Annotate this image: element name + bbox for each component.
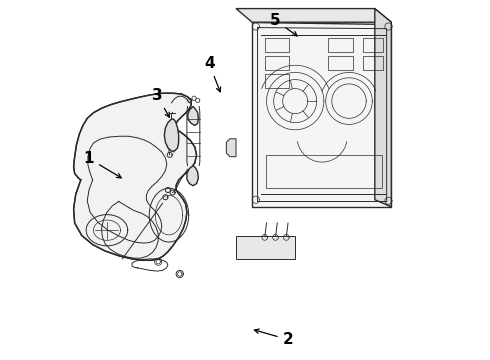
Polygon shape (74, 93, 196, 260)
Bar (265, 56, 289, 70)
Bar (265, 74, 289, 88)
Bar (265, 39, 289, 52)
Polygon shape (375, 9, 392, 207)
Polygon shape (236, 9, 392, 22)
Text: 4: 4 (204, 56, 221, 92)
Bar (363, 56, 383, 70)
Text: 3: 3 (152, 88, 170, 117)
Text: 1: 1 (84, 151, 122, 178)
Text: 2: 2 (254, 329, 294, 347)
Bar (266, 155, 382, 188)
Polygon shape (236, 235, 295, 259)
Polygon shape (188, 107, 198, 126)
Bar (328, 56, 353, 70)
Bar (328, 39, 353, 52)
Polygon shape (226, 139, 236, 157)
Bar (363, 39, 383, 52)
Text: 5: 5 (270, 13, 297, 36)
Polygon shape (252, 22, 392, 207)
Polygon shape (164, 119, 179, 151)
Polygon shape (187, 166, 198, 186)
